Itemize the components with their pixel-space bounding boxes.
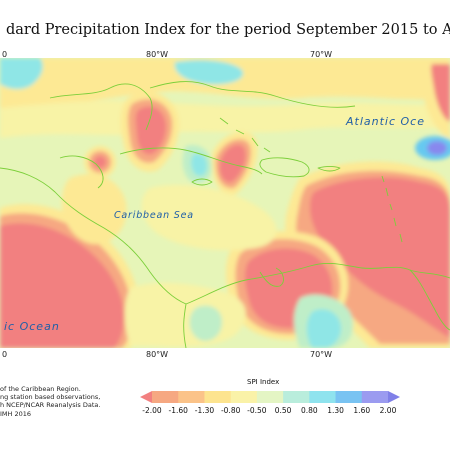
legend-swatch: [335, 391, 363, 403]
legend-tick-label: 1.30: [327, 406, 344, 415]
label-pacific-ocean: ic Ocean: [4, 320, 60, 333]
coastline-pacific-colombia: [183, 303, 187, 348]
coastline-yucatan: [59, 155, 104, 189]
spi-map-graphic: Atlantic Oce Caribbean Sea ic Ocean: [0, 58, 450, 348]
field-wet-northwest: [0, 58, 43, 90]
coastline-bahamas: [219, 117, 271, 153]
field-wet-atlantic: [427, 141, 447, 155]
field-near-dry-north: [0, 100, 450, 138]
credit-line: h NCEP/NCAR Reanalysis Data.: [0, 401, 101, 410]
field-dry-east: [310, 177, 450, 338]
lon-label-top-70w: 70°W: [310, 50, 333, 59]
legend-tick-label: -0.80: [220, 406, 241, 415]
field-dry-central-west: [135, 106, 167, 155]
label-atlantic-ocean: Atlantic Oce: [345, 115, 425, 128]
legend-swatch: [361, 391, 389, 403]
coastline-puerto-rico: [317, 166, 341, 172]
coastline-hispaniola: [259, 157, 310, 178]
credit-line: ng station based observations,: [0, 393, 101, 402]
spi-fields: [0, 58, 450, 348]
legend-swatch: [309, 391, 337, 403]
coastline-cuba: [119, 147, 263, 175]
coastline-central-america: [0, 167, 187, 305]
legend-colorbar: [140, 391, 400, 403]
field-wet-south-core: [306, 309, 342, 348]
coastline-maracaibo: [259, 267, 284, 287]
legend-swatch: [256, 391, 284, 403]
coastline-lesser-antilles: [381, 175, 403, 243]
legend-tick-label: 0.80: [300, 406, 318, 415]
label-caribbean-sea: Caribbean Sea: [114, 210, 194, 221]
lon-label-top-cut: 0: [2, 50, 8, 59]
lon-label-top-80w: 80°W: [146, 50, 169, 59]
legend-swatch: [283, 391, 310, 403]
credit-line: of the Caribbean Region.: [0, 385, 81, 393]
legend-tick-label: 2.00: [379, 406, 397, 415]
field-dry-hispaniola: [219, 144, 246, 183]
credits: of the Caribbean Region. ng station base…: [0, 385, 100, 418]
lon-label-bottom-cut: 0: [2, 350, 8, 359]
legend-arrow-right: [388, 391, 400, 403]
lon-label-bottom-80w: 80°W: [146, 350, 169, 359]
legend-tick-label: -2.00: [142, 406, 162, 415]
legend-ticks: -2.00 -1.60 -1.30 -0.80 -0.50 0.50 0.80 1.30 1.6…: [140, 406, 410, 418]
field-dry-caribbean-west: [61, 174, 127, 245]
legend-tick-label: -0.50: [247, 406, 267, 415]
legend-arrow-left: [140, 391, 152, 403]
legend-tick-label: 1.60: [353, 406, 371, 415]
field-dry-northeast: [431, 64, 450, 122]
field-mild-dry-north: [0, 58, 450, 113]
legend-tick-label: 0.50: [274, 406, 292, 415]
field-near-dry-caribbean: [141, 184, 277, 251]
credit-line: IMH 2016: [0, 409, 32, 418]
coastline-north: [149, 81, 356, 108]
field-wet-south-west: [189, 305, 222, 342]
legend-swatch: [204, 391, 232, 403]
legend-title: SPI Index: [247, 378, 280, 386]
legend-swatch: [230, 391, 258, 403]
coastline-jamaica: [191, 178, 213, 186]
legend-tick-label: -1.60: [168, 406, 188, 415]
field-wet-cuba-core: [191, 153, 208, 176]
map-title: dard Precipitation Index for the period …: [6, 22, 450, 38]
coastlines: [0, 81, 450, 348]
field-wet-north-central: [174, 60, 244, 85]
coastline-orinoco: [409, 269, 450, 331]
legend-tick-label: -1.30: [194, 406, 215, 415]
spi-map: Atlantic Oce Caribbean Sea ic Ocean: [0, 58, 450, 348]
field-dry-west-spot: [94, 156, 106, 168]
coastline-south-america: [185, 263, 450, 305]
lon-label-bottom-70w: 70°W: [310, 350, 333, 359]
field-dry-west: [0, 223, 124, 348]
coastline-florida-gulf: [49, 83, 153, 131]
legend-swatch: [178, 391, 205, 403]
legend-swatch: [152, 391, 179, 403]
